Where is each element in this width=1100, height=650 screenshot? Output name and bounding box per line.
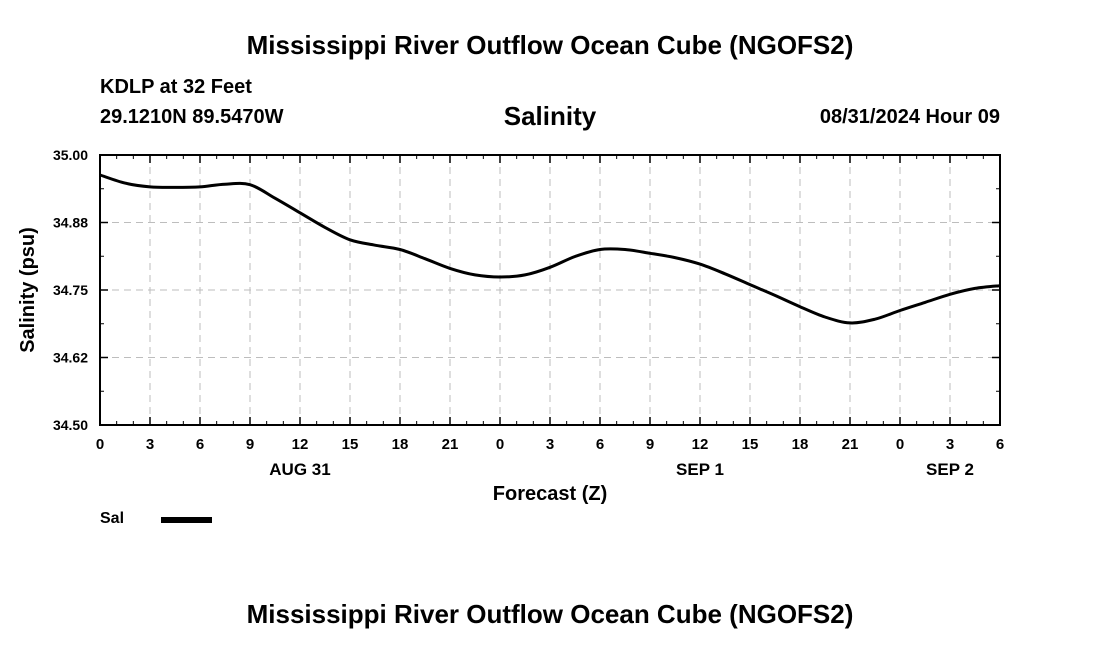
x-tick-label: 21 <box>842 436 859 453</box>
series-line-sal <box>99 173 1001 325</box>
date-label: SEP 2 <box>926 460 974 479</box>
y-tick-label: 34.62 <box>53 350 88 366</box>
x-tick-label: 3 <box>546 436 554 453</box>
x-tick-label: 0 <box>896 436 904 453</box>
x-tick-label: 18 <box>792 436 809 453</box>
legend-line-swatch <box>161 517 212 523</box>
y-tick-label: 34.88 <box>53 215 88 231</box>
x-tick-label: 3 <box>146 436 154 453</box>
forecast-date: 08/31/2024 Hour 09 <box>819 106 1000 128</box>
axis-ticks <box>99 154 1001 426</box>
x-axis-title: Forecast (Z) <box>493 483 607 505</box>
axis-labels: 0 3 6 9 12 15 18 21 0 3 6 9 12 15 18 21 0 3 6 34.50 34.62 34.… <box>53 147 1004 479</box>
x-tick-label: 12 <box>692 436 709 453</box>
station-label: KDLP at 32 Feet <box>100 76 252 98</box>
x-tick-label: 0 <box>496 436 504 453</box>
plot-frame <box>99 154 1001 426</box>
chart-title: Salinity <box>503 101 597 131</box>
x-tick-label: 9 <box>246 436 254 453</box>
y-axis-title: Salinity (psu) <box>17 227 39 353</box>
station-coordinates: 29.1210N 89.5470W <box>100 106 284 128</box>
date-label: AUG 31 <box>269 460 330 479</box>
grid <box>100 154 1000 425</box>
y-tick-label: 34.50 <box>53 417 88 433</box>
x-tick-label: 6 <box>196 436 204 453</box>
x-tick-label: 12 <box>292 436 309 453</box>
x-tick-label: 3 <box>946 436 954 453</box>
legend-label: Sal <box>100 510 125 527</box>
x-tick-label: 6 <box>996 436 1004 453</box>
report-title-footer: Mississippi River Outflow Ocean Cube (NG… <box>246 599 854 629</box>
x-tick-label: 21 <box>442 436 459 453</box>
x-tick-label: 9 <box>646 436 654 453</box>
date-label: SEP 1 <box>676 460 724 479</box>
x-tick-label: 0 <box>96 436 104 453</box>
report-title: Mississippi River Outflow Ocean Cube (NG… <box>246 30 854 60</box>
y-tick-label: 34.75 <box>53 282 88 298</box>
x-tick-label: 15 <box>342 436 359 453</box>
x-tick-label: 18 <box>392 436 409 453</box>
series <box>99 173 1001 325</box>
y-tick-label: 35.00 <box>53 147 88 163</box>
x-tick-label: 6 <box>596 436 604 453</box>
x-tick-label: 15 <box>742 436 759 453</box>
